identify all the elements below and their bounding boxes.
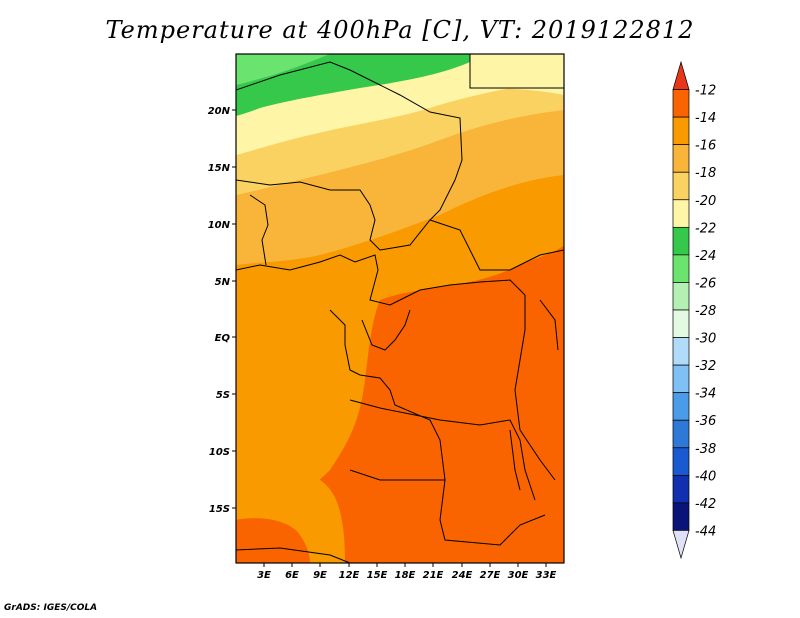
colorbar-label: -32: [695, 359, 716, 374]
border-angola: [349, 469, 445, 481]
colorbar-swatch: [672, 226, 690, 256]
colorbar-label: -20: [695, 194, 716, 209]
colorbar-swatch: [672, 116, 690, 146]
temperature-field: [236, 54, 564, 563]
border-lake-tanganyika: [509, 429, 521, 491]
lat-label: 15N: [208, 163, 231, 174]
border-north: [236, 61, 463, 221]
grads-credit: GrADS: IGES/COLA: [4, 603, 98, 613]
lat-label: 20N: [208, 106, 231, 117]
lon-label: 15E: [367, 570, 388, 581]
colorbar-swatch: [672, 144, 690, 173]
border-west: [249, 194, 269, 266]
colorbar-swatch: [672, 447, 690, 476]
colorbar-label: -12: [695, 84, 716, 99]
map-title: Temperature at 400hPa [C], VT: 201912281…: [105, 16, 695, 44]
lon-label: 18E: [395, 570, 416, 581]
border-lakes: [539, 299, 559, 351]
field-green: [236, 54, 470, 116]
colorbar-label: -18: [695, 166, 716, 181]
lon-label: 33E: [536, 570, 557, 581]
colorbar-top-arrow: [672, 60, 690, 90]
colorbar-swatch: [672, 254, 690, 283]
colorbar-swatch: [672, 392, 690, 421]
lon-label: 30E: [508, 570, 529, 581]
colorbar-swatch: [672, 199, 690, 228]
colorbar-swatch: [672, 282, 690, 311]
colorbar-label: -40: [695, 469, 716, 484]
lat-label: 10N: [208, 220, 231, 231]
lat-label: 15S: [209, 504, 230, 515]
border-congo: [329, 309, 546, 546]
colorbar: -12 -14 -16 -18 -20 -22 -24 -26 -28 -30 -32 -34 -36 -…: [672, 60, 716, 560]
border-sw: [236, 547, 351, 563]
country-boundaries: [236, 54, 564, 563]
field-ne-pale: [470, 54, 564, 95]
colorbar-swatch: [672, 337, 690, 366]
colorbar-swatch: [672, 419, 690, 449]
colorbar-swatch: [672, 474, 690, 504]
colorbar-label: -30: [695, 332, 716, 347]
colorbar-label: -36: [695, 414, 716, 429]
lon-label: 24E: [452, 570, 473, 581]
field-sw-dark: [236, 518, 310, 563]
colorbar-label: -34: [695, 387, 716, 402]
border-egypt: [469, 54, 564, 89]
border-gabon: [361, 309, 411, 351]
border-rift: [514, 295, 556, 481]
colorbar-label: -28: [695, 304, 716, 319]
lon-label: 27E: [480, 570, 501, 581]
colorbar-label: -44: [695, 524, 716, 539]
colorbar-bottom-arrow: [672, 530, 690, 560]
colorbar-label: -38: [695, 442, 716, 457]
colorbar-label: -22: [695, 221, 716, 236]
longitude-axis: 3E 6E 9E 12E 15E 18E 21E 24E 27E 30E 33E: [257, 563, 557, 581]
colorbar-swatch: [672, 502, 690, 531]
colorbar-label: -16: [695, 139, 716, 154]
border-sahel: [236, 179, 564, 271]
colorbar-swatch: [672, 364, 690, 394]
colorbar-swatch: [672, 89, 690, 118]
lon-label: 12E: [339, 570, 360, 581]
colorbar-swatch: [672, 171, 690, 201]
colorbar-label: -26: [695, 276, 716, 291]
map-frame: [235, 53, 565, 564]
lon-label: 21E: [423, 570, 444, 581]
border-central: [236, 254, 526, 306]
lat-label: 10S: [209, 447, 230, 458]
colorbar-swatch: [672, 309, 690, 338]
lat-label: 5N: [215, 277, 231, 288]
border-south: [349, 399, 536, 501]
lon-label: 6E: [285, 570, 299, 581]
lat-label: 5S: [216, 390, 230, 401]
colorbar-label: -24: [695, 249, 716, 264]
colorbar-label: -14: [695, 111, 716, 126]
colorbar-label: -42: [695, 497, 716, 512]
latitude-axis: 20N 15N 10N 5N EQ 5S 10S 15S: [208, 106, 236, 515]
field-light-green: [236, 54, 330, 85]
lat-label: EQ: [215, 333, 231, 344]
lon-label: 9E: [313, 570, 327, 581]
lon-label: 3E: [257, 570, 271, 581]
